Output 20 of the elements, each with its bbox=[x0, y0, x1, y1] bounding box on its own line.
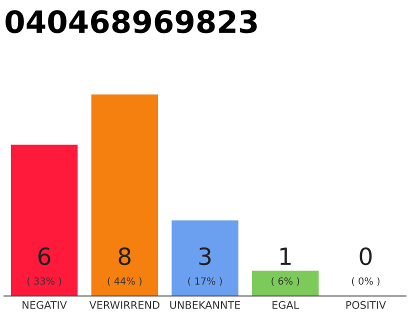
data-label: 3 bbox=[199, 247, 211, 266]
bar bbox=[252, 270, 319, 296]
annotation: ( 0% ) bbox=[352, 277, 380, 286]
annotation: ( 33% ) bbox=[27, 277, 62, 286]
data-label: 8 bbox=[118, 247, 131, 266]
x-tick-label: VERWIRREND bbox=[89, 301, 160, 309]
x-tick-label: POSITIV bbox=[346, 301, 386, 309]
annotation: ( 44% ) bbox=[108, 277, 142, 286]
x-tick-label: UNBEKANNTE bbox=[170, 301, 240, 309]
bar bbox=[91, 94, 158, 296]
chart-title: 040468969823 bbox=[6, 10, 257, 34]
x-tick-label: NEGATIV bbox=[22, 301, 67, 309]
data-label: 0 bbox=[360, 247, 372, 266]
bar bbox=[172, 220, 238, 296]
data-label: 1 bbox=[280, 248, 291, 265]
bar bbox=[10, 144, 78, 296]
data-label: 6 bbox=[38, 247, 50, 266]
x-tick-label: EGAL bbox=[272, 301, 300, 309]
annotation: ( 17% ) bbox=[188, 277, 222, 286]
annotation: ( 6% ) bbox=[272, 277, 300, 286]
